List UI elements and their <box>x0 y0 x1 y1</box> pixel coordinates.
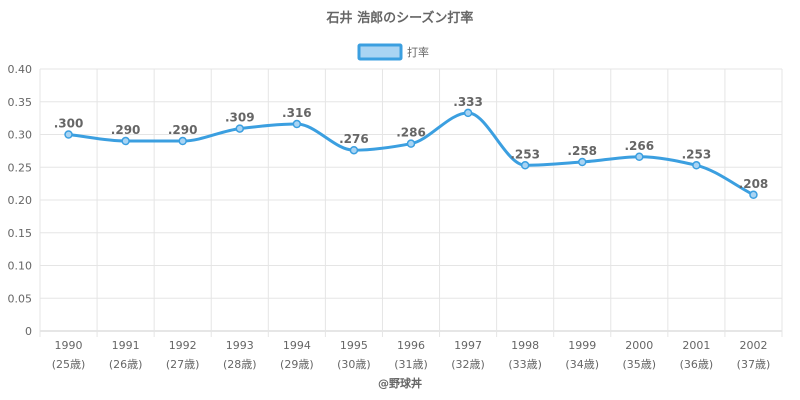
credit-label: @野球丼 <box>378 376 422 390</box>
y-tick-label: 0.25 <box>8 161 33 174</box>
x-tick-label: 1995 <box>340 339 368 352</box>
x-tick-label: 1994 <box>283 339 311 352</box>
y-tick-label: 0.05 <box>8 292 33 305</box>
x-tick-label: 2001 <box>682 339 710 352</box>
x-tick-sublabel: (33歳) <box>508 358 542 371</box>
y-tick-label: 0.15 <box>8 227 33 240</box>
data-label: .290 <box>168 123 198 137</box>
y-tick-label: 0 <box>25 325 32 338</box>
x-tick-sublabel: (25歳) <box>52 358 86 371</box>
data-point <box>406 139 416 148</box>
x-tick-sublabel: (28歳) <box>223 358 257 371</box>
data-point <box>749 190 758 200</box>
x-tick-label: 1992 <box>169 339 197 352</box>
x-tick-sublabel: (35歳) <box>623 358 657 371</box>
data-point <box>577 157 587 167</box>
x-axis: 1990 (25歳) 1991 (26歳) 1992 (27歳) 1993 (28歳) 1994… <box>52 339 771 371</box>
x-tick-label: 1993 <box>226 339 254 352</box>
data-point <box>292 119 302 129</box>
x-tick-label: 1996 <box>397 339 425 352</box>
x-tick-sublabel: (29歳) <box>280 358 314 371</box>
x-tick-sublabel: (31歳) <box>394 358 428 371</box>
x-tick-sublabel: (27歳) <box>166 358 200 371</box>
x-tick-sublabel: (37歳) <box>737 358 771 371</box>
x-tick-sublabel: (32歳) <box>451 358 485 371</box>
x-tick-sublabel: (30歳) <box>337 358 371 371</box>
data-label: .258 <box>567 144 597 158</box>
x-tick-label: 1999 <box>568 339 596 352</box>
y-tick-label: 0.30 <box>8 129 33 142</box>
data-point <box>235 124 245 133</box>
y-axis: 0 0.05 0.10 0.15 0.20 0.25 0.30 0.35 0.40 <box>8 63 33 338</box>
y-tick-label: 0.20 <box>8 194 33 207</box>
data-label: .208 <box>739 177 769 191</box>
data-points <box>64 108 758 200</box>
x-tick-label: 1997 <box>454 339 482 352</box>
data-point <box>64 130 73 139</box>
data-point <box>178 136 187 146</box>
data-point <box>121 136 130 146</box>
data-point <box>463 108 473 118</box>
data-label: .316 <box>282 106 312 120</box>
data-point <box>692 161 701 170</box>
data-label: .276 <box>339 132 369 146</box>
chart-title: 石井 浩郎のシーズン打率 <box>326 10 474 26</box>
legend-swatch <box>357 43 403 61</box>
data-label: .266 <box>625 139 655 153</box>
data-label: .290 <box>111 123 141 137</box>
x-tick-label: 2002 <box>739 339 767 352</box>
x-tick-label: 1998 <box>511 339 539 352</box>
legend-label: 打率 <box>407 45 429 59</box>
x-tick-sublabel: (34歳) <box>565 358 599 371</box>
x-tick-label: 2000 <box>625 339 653 352</box>
grid <box>39 68 783 337</box>
data-point <box>349 145 359 155</box>
data-label: .333 <box>453 95 483 109</box>
y-tick-label: 0.10 <box>8 260 33 273</box>
x-tick-sublabel: (26歳) <box>109 358 143 371</box>
y-tick-label: 0.40 <box>8 63 33 76</box>
data-label: .300 <box>54 117 84 131</box>
x-tick-label: 1991 <box>112 339 140 352</box>
data-labels: .300 .290 .290 .309 .316 .276 .286 .333 .253 .258… <box>54 95 769 191</box>
data-point <box>520 161 530 170</box>
data-label: .253 <box>682 147 712 161</box>
x-tick-label: 1990 <box>55 339 83 352</box>
data-label: .286 <box>396 126 426 140</box>
x-tick-sublabel: (36歳) <box>680 358 714 371</box>
data-point <box>635 152 644 162</box>
y-tick-label: 0.35 <box>8 96 33 109</box>
legend[interactable]: 打率 <box>357 43 429 61</box>
data-label: .253 <box>510 147 540 161</box>
data-label: .309 <box>225 111 255 125</box>
